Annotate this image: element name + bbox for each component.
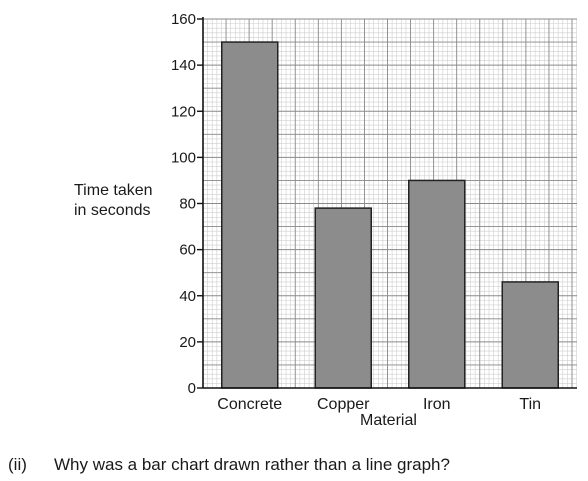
bars-group (221, 41, 559, 389)
y-tick-label: 100 (171, 149, 196, 166)
bar-tin (501, 281, 559, 389)
bar-copper (314, 207, 372, 389)
y-axis-label: Time taken in seconds (74, 181, 153, 221)
y-tick-label: 0 (188, 380, 196, 397)
bar-chart: 0 20 40 60 80 100 120 140 160 Concrete Copper Iron… (171, 11, 577, 413)
y-tick-label: 60 (179, 242, 196, 259)
x-axis-label: Material (360, 412, 417, 429)
y-tick-label: 120 (171, 103, 196, 120)
y-tick-label: 80 (179, 196, 196, 213)
x-tick-label: Concrete (217, 396, 282, 413)
x-ticks-group: Concrete Copper Iron Tin (217, 396, 541, 413)
bar-iron (408, 179, 466, 389)
y-axis-label-line-2: in seconds (74, 202, 151, 219)
question-number: (ii) (8, 455, 27, 474)
y-tick-label: 140 (171, 57, 196, 74)
bar-concrete (221, 41, 279, 389)
y-axis-label-line-1: Time taken (74, 182, 153, 199)
y-tick-label: 20 (179, 334, 196, 351)
y-ticks-group: 0 20 40 60 80 100 120 140 160 (171, 11, 203, 397)
x-tick-label: Tin (519, 396, 541, 413)
y-tick-label: 160 (171, 11, 196, 28)
question: (ii) Why was a bar chart drawn rather tha… (8, 455, 450, 475)
question-text: Why was a bar chart drawn rather than a … (54, 455, 450, 474)
x-tick-label: Iron (423, 396, 451, 413)
x-tick-label: Copper (317, 396, 370, 413)
y-tick-label: 40 (179, 288, 196, 305)
axes-group (202, 17, 577, 389)
